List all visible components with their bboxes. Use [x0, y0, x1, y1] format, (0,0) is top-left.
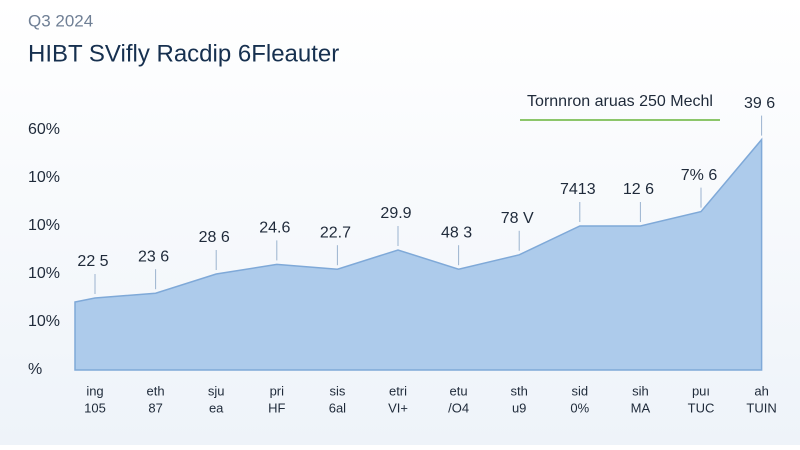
- point-note: 24.6: [259, 220, 290, 237]
- point-note: 22.7: [320, 224, 351, 241]
- x-tick-label: pri: [270, 383, 285, 398]
- x-tick-label: sid: [571, 383, 588, 398]
- annotation: Tornnron aruas 250 Mechl: [527, 93, 713, 110]
- point-note: 48 3: [441, 224, 472, 241]
- x-tick-label: 0%: [570, 400, 589, 415]
- point-note: 22 5: [77, 253, 108, 270]
- x-tick-label: sju: [208, 383, 225, 398]
- point-note: 39 6: [744, 95, 775, 112]
- y-tick-label: 10%: [28, 265, 60, 282]
- y-tick-label: 10%: [28, 217, 60, 234]
- y-tick-label: 10%: [28, 313, 60, 330]
- area: [74, 137, 763, 371]
- x-tick-label: ing: [86, 383, 103, 398]
- x-tick-label: etu: [450, 383, 468, 398]
- point-note: 23 6: [138, 248, 169, 265]
- x-tick-label: MA: [631, 400, 651, 415]
- x-tick-label: TUIN: [746, 400, 776, 415]
- x-tick-label: etri: [389, 383, 407, 398]
- x-tick-label: TUC: [688, 400, 715, 415]
- x-tick-label: 87: [148, 400, 162, 415]
- x-tick-label: 105: [84, 400, 106, 415]
- x-tick-label: ea: [209, 400, 224, 415]
- chart-title: HIBT SVifly Racdip 6Fleauter: [28, 40, 339, 67]
- chart-subtitle: Q3 2024: [28, 11, 93, 30]
- x-tick-label: 6al: [329, 400, 346, 415]
- x-tick-label: eth: [147, 383, 165, 398]
- point-note: 7% 6: [681, 167, 718, 184]
- x-tick-label: ah: [754, 383, 768, 398]
- point-note: 12 6: [623, 181, 654, 198]
- y-tick-label: %: [28, 361, 42, 378]
- x-tick-label: sth: [511, 383, 528, 398]
- x-tick-label: sis: [329, 383, 345, 398]
- x-tick-label: sih: [632, 383, 649, 398]
- point-note: 7413: [560, 181, 596, 198]
- x-tick-label: puı: [692, 383, 710, 398]
- x-tick-label: /O4: [448, 400, 469, 415]
- y-tick-label: 10%: [28, 169, 60, 186]
- point-note: 28 6: [199, 229, 230, 246]
- point-note: 29.9: [380, 205, 411, 222]
- x-tick-label: u9: [512, 400, 526, 415]
- y-tick-label: 60%: [28, 121, 60, 138]
- x-tick-label: VI+: [388, 400, 408, 415]
- x-tick-label: HF: [268, 400, 285, 415]
- point-note: 78 V: [501, 210, 534, 227]
